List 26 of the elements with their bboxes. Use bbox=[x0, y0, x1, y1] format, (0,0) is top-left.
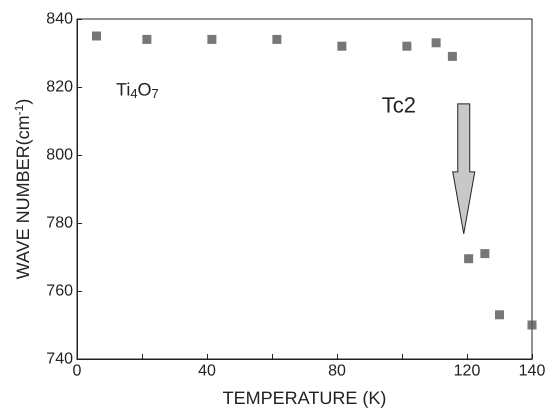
point bbox=[402, 42, 412, 51]
y-tick-label: 820 bbox=[46, 78, 74, 96]
point bbox=[142, 34, 152, 44]
annotation: Tc2 bbox=[382, 92, 416, 118]
y-tick-label: 800 bbox=[46, 146, 74, 164]
point bbox=[448, 52, 457, 61]
y-tick-label: 740 bbox=[46, 350, 74, 368]
point bbox=[528, 320, 536, 330]
point bbox=[92, 32, 101, 40]
point bbox=[272, 34, 282, 44]
point bbox=[337, 42, 346, 51]
x-tick-label: 40 bbox=[198, 362, 216, 380]
point bbox=[464, 254, 474, 264]
point bbox=[207, 34, 216, 44]
y-tick-label: 780 bbox=[46, 214, 74, 232]
point bbox=[495, 310, 504, 320]
y-tick-label: 840 bbox=[46, 10, 74, 28]
y-axis-title: WAVE NUMBER(cm-1) bbox=[12, 98, 33, 280]
x-tick-label: 0 bbox=[72, 362, 82, 380]
point bbox=[480, 249, 490, 258]
x-tick-label: 120 bbox=[454, 362, 480, 380]
y-tick-label: 760 bbox=[46, 282, 74, 300]
x-tick-label: 80 bbox=[328, 362, 346, 380]
x-axis-title: TEMPERATURE (K) bbox=[222, 388, 386, 408]
point bbox=[432, 38, 441, 48]
x-tick-label: 140 bbox=[518, 362, 546, 380]
